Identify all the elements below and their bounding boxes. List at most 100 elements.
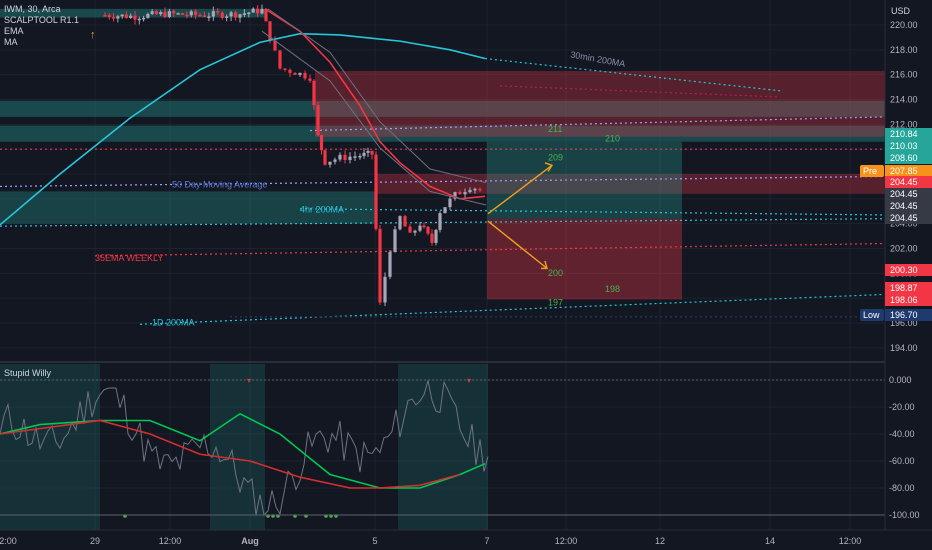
candle-up [159, 12, 163, 15]
candle-down [216, 11, 220, 13]
candle-up [251, 8, 255, 13]
osc-line-red [0, 419, 461, 489]
candle-up [434, 229, 438, 243]
grid [0, 0, 932, 530]
candle-up [438, 213, 442, 230]
annotation-label: 200 [548, 268, 563, 278]
time-tick-label: 7 [484, 536, 489, 546]
price-tick-label: 218.00 [890, 45, 918, 55]
candle-down [308, 78, 312, 81]
candle-down [202, 15, 207, 17]
price-label-box [885, 264, 932, 276]
price-label-text: 204.45 [890, 189, 918, 199]
price-label-text: 204.45 [890, 177, 918, 187]
candle-down [264, 8, 268, 22]
zone-green-upper [0, 100, 885, 117]
candle-down [107, 15, 111, 18]
candle-up [453, 192, 457, 199]
osc-tick-label: -100.00 [889, 510, 920, 520]
price-label-text: 208.60 [890, 153, 918, 163]
zone-stop-red [487, 218, 682, 300]
price-tag-text: Low [863, 310, 880, 320]
envelope-lower [261, 30, 487, 206]
arrow-down [487, 220, 548, 269]
zone-green-lower [0, 125, 885, 142]
price-label-box [885, 294, 932, 306]
osc-zone [210, 364, 265, 530]
candle-up [137, 18, 141, 21]
price-label-text: 198.06 [890, 295, 918, 305]
annotation-label: 50 Day Moving Average [172, 180, 267, 190]
candle-down [378, 228, 382, 303]
candle-down [220, 12, 224, 18]
annotation-label: 35EMA WEEKLY [95, 253, 163, 263]
up-marker: ↑ [90, 29, 96, 41]
candle-down [233, 12, 238, 18]
zone-green-mid [0, 191, 375, 224]
price-label-box [885, 152, 932, 164]
candle-down [198, 14, 202, 17]
candle-down [180, 13, 185, 15]
price-label-box [885, 188, 932, 200]
candle-up [393, 229, 397, 252]
indicator-scalptool[interactable]: SCALPTOOL R1.1 [4, 15, 80, 25]
candle-down [185, 14, 189, 17]
time-tick-label: 29 [90, 536, 100, 546]
candle-down [268, 21, 272, 41]
candle-down [163, 12, 167, 17]
arrow-down-head [541, 260, 548, 270]
time-tick-label: 5 [372, 536, 377, 546]
time-tick-label: 12:00 [159, 536, 182, 546]
zone-target-green [487, 141, 682, 219]
candle-down [312, 80, 316, 106]
annotation-label: 4hr 200MA [300, 204, 344, 214]
candle-up [338, 154, 342, 160]
candle-up [225, 16, 229, 18]
price-axis: USD220.00218.00216.00214.00212.00210.002… [860, 0, 932, 530]
symbol-label[interactable]: IWM, 30, Arca [4, 4, 61, 14]
price-label-text: 198.87 [890, 283, 918, 293]
indicator-ema[interactable]: EMA [4, 26, 24, 36]
time-tick-label: 12:00 [555, 536, 578, 546]
level-211-lilac [309, 116, 886, 132]
chart-legend: IWM, 30, Arca SCALPTOOL R1.1 EMA MA [4, 4, 79, 48]
candle-up [129, 15, 133, 18]
candle-up [141, 17, 146, 20]
level-1d-200ma [139, 293, 886, 325]
supply-demand-zones [0, 8, 885, 530]
candle-down [194, 11, 198, 15]
oscillator-title: Stupid Willy [4, 368, 52, 378]
candle-up [189, 11, 193, 16]
time-tick-label: 2:00 [0, 536, 17, 546]
price-tick-label: 194.00 [890, 343, 918, 353]
candle-up [150, 11, 154, 14]
candle-down [154, 11, 159, 15]
candle-up [366, 150, 370, 153]
candle-up [413, 230, 417, 233]
candle-down [288, 69, 292, 73]
candle-down [319, 135, 324, 151]
indicator-ma[interactable]: MA [4, 37, 18, 47]
candle-up [358, 156, 362, 158]
price-label-box [885, 140, 932, 152]
candle-up [229, 12, 233, 17]
annotation-label: 210 [605, 134, 620, 144]
candle-down [103, 15, 107, 17]
candle-up [242, 13, 246, 15]
candle-down [343, 154, 347, 161]
zone-top-green [0, 8, 265, 18]
price-tag-box [860, 165, 884, 177]
candle-down [283, 68, 287, 71]
price-tick-label: 220.00 [890, 20, 918, 30]
price-label-text: 196.70 [890, 310, 918, 320]
candle-down [422, 225, 426, 228]
price-label-box [885, 200, 932, 212]
candle-up [207, 16, 211, 19]
candle-down [133, 15, 137, 20]
arrow-up-head [544, 162, 554, 172]
candle-up [383, 276, 387, 303]
candle-up [211, 11, 215, 17]
candle-up [398, 216, 402, 230]
